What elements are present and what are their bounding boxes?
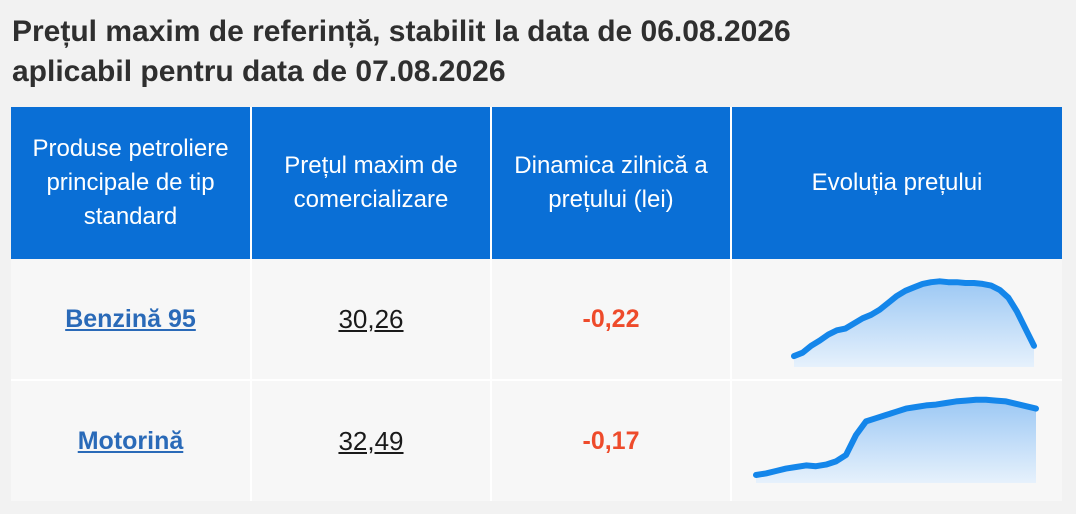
header-daily-change: Dinamica zilnică a prețului (lei) — [491, 107, 732, 259]
product-cell: Benzină 95 — [11, 259, 252, 380]
max-price-value: 30,26 — [338, 303, 404, 334]
sparkline-cell — [731, 259, 1062, 380]
page-title-line-2: aplicabil pentru data de 07.08.2026 — [12, 55, 506, 88]
table-row: Benzină 95 30,26 -0,22 — [11, 259, 1062, 380]
sparkline-line — [791, 278, 1037, 360]
header-max-price: Prețul maxim de comercializare — [251, 107, 492, 259]
daily-change-value: -0,22 — [582, 304, 640, 333]
header-products: Produse petroliere principale de tip sta… — [11, 107, 252, 259]
sparkline-area — [756, 399, 1036, 483]
table-row: Motorină 32,49 -0,17 — [11, 379, 1062, 501]
sparkline-area — [794, 281, 1034, 367]
price-sparkline — [791, 278, 1037, 367]
table-header-row: Produse petroliere principale de tip sta… — [11, 107, 1062, 259]
product-cell: Motorină — [11, 379, 252, 501]
product-link-benzina-95[interactable]: Benzină 95 — [65, 304, 196, 333]
price-cell: 32,49 — [251, 379, 492, 501]
delta-cell: -0,17 — [491, 379, 732, 501]
sparkline-line — [753, 396, 1039, 478]
price-table: Produse petroliere principale de tip sta… — [11, 107, 1062, 501]
product-link-motorina[interactable]: Motorină — [77, 426, 184, 455]
sparkline-cell — [731, 379, 1062, 501]
max-price-value: 32,49 — [338, 425, 404, 456]
price-sparkline — [753, 396, 1039, 483]
header-price-evolution: Evoluția prețului — [731, 107, 1062, 259]
price-cell: 30,26 — [251, 259, 492, 380]
delta-cell: -0,22 — [491, 259, 732, 380]
daily-change-value: -0,17 — [582, 426, 640, 455]
page-title-line-1: Prețul maxim de referință, stabilit la d… — [12, 15, 791, 48]
page-title: Prețul maxim de referință, stabilit la d… — [12, 12, 1062, 92]
